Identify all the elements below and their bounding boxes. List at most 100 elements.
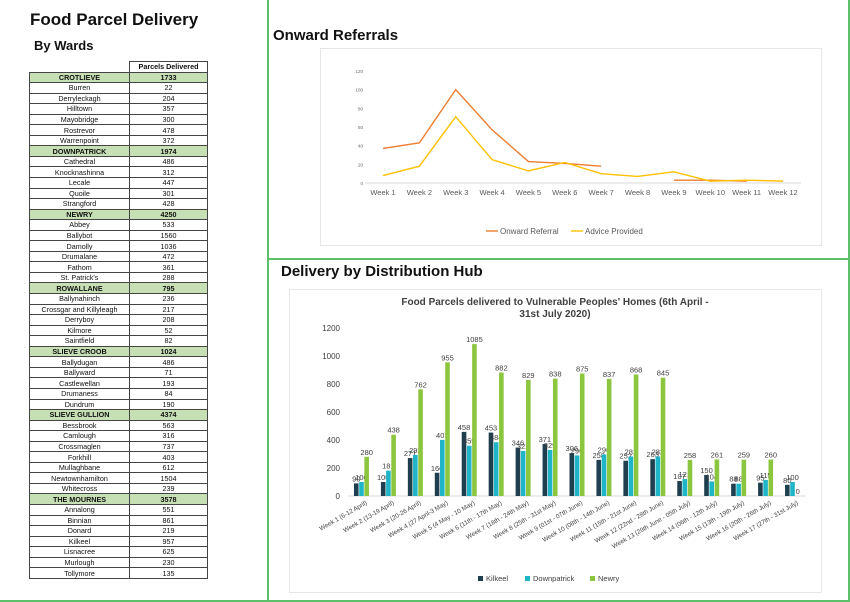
table-cell-value: 239 [129, 482, 208, 495]
referrals-chart: 0 20 40 60 80 100 120 Week 1 Week 2 Week 3 Week 4 W… [355, 69, 801, 236]
legend-label: Onward Referral [500, 227, 559, 236]
table-row: Drumalane 472 [29, 250, 208, 263]
hub-heading: Delivery by Distribution Hub [281, 263, 483, 280]
table-cell-name: Quoile [29, 187, 130, 200]
data-label: 837 [603, 370, 616, 379]
data-label: 88 [734, 475, 742, 484]
bar-newry [499, 372, 504, 496]
data-label: 401 [436, 431, 449, 440]
table-cell-name: Knocknashinna [29, 166, 130, 178]
table-row: Kilkeel 957 [29, 535, 208, 548]
table-row: Castlewellan 193 [29, 377, 208, 389]
data-label: 271 [404, 449, 417, 458]
data-label: 453 [485, 424, 498, 433]
table-cell-value: 563 [129, 419, 208, 432]
bar-downpatrick [439, 439, 445, 496]
table-cell-value: 316 [129, 430, 208, 442]
referrals-heading: Onward Referrals [273, 27, 399, 44]
bar-newry [660, 377, 666, 496]
table-row: Damolly 1036 [29, 240, 208, 252]
table-cell-name: SLIEVE GULLION [29, 409, 130, 421]
bar-kilkeel [785, 484, 790, 496]
data-label: 762 [414, 380, 427, 389]
bar-newry [633, 374, 639, 496]
data-label: 290 [571, 446, 584, 455]
bar-newry [445, 362, 450, 496]
table-cell-name: Dundrum [29, 398, 130, 411]
data-label: 115 [760, 471, 772, 480]
bar-kilkeel [758, 482, 763, 496]
table-cell-value: 551 [129, 503, 208, 516]
table-ward-row: SLIEVE GULLION 4374 [29, 409, 208, 421]
table-row: Forkhill 403 [29, 451, 208, 463]
table-cell-name: Binnian [29, 514, 130, 527]
y-tick-label: 100 [355, 88, 363, 93]
table-row: Knocknashinna 312 [29, 166, 208, 178]
bar-kilkeel [434, 472, 440, 496]
table-cell-name: Castlewellan [29, 377, 130, 389]
table-cell-value: 957 [129, 535, 208, 548]
table-cell-name: Mullaghbane [29, 461, 130, 474]
bar-kilkeel [650, 459, 655, 496]
legend-label: Newry [598, 574, 620, 583]
table-row: Warrenpoint 372 [29, 134, 208, 147]
table-header-parcels: Parcels Delivered [129, 61, 208, 73]
legend-label: Advice Provided [585, 227, 643, 236]
table-ward-row: ROWALLANE 795 [29, 282, 208, 295]
bar-kilkeel [515, 447, 521, 496]
y-tick-label: 400 [327, 436, 341, 445]
table-cell-value: 71 [129, 366, 208, 379]
table-cell-value: 4250 [129, 208, 208, 221]
table-cell-value: 447 [129, 177, 208, 189]
table-cell-value: 1974 [129, 145, 208, 157]
table-row: Camlough 316 [29, 430, 208, 442]
table-cell-value: 1504 [129, 472, 208, 484]
table-cell-name: Kilmore [29, 324, 130, 337]
table-cell-name: Burren [29, 82, 130, 94]
y-tick-label: 120 [355, 69, 363, 74]
bar-downpatrick [790, 482, 795, 496]
table-cell-value: 486 [129, 155, 208, 168]
data-label: 107 [673, 472, 686, 481]
table-cell-value: 737 [129, 440, 208, 453]
x-tick-label: Week 6 [552, 188, 577, 197]
table-cell-value: 208 [129, 314, 208, 326]
table-cell-value: 288 [129, 271, 208, 284]
data-label: 100 [377, 473, 390, 482]
bar-newry [714, 459, 720, 496]
table-row: Drumaness 84 [29, 387, 208, 400]
page-subtitle: By Wards [34, 38, 94, 53]
table-cell-value: 1560 [129, 229, 208, 242]
table-cell-value: 625 [129, 546, 208, 558]
table-row: Whitecross 239 [29, 482, 208, 495]
data-label: 359 [463, 437, 476, 446]
table-cell-value: 533 [129, 219, 208, 231]
bar-downpatrick [520, 450, 526, 496]
bar-downpatrick [601, 454, 607, 496]
data-label: 829 [522, 371, 535, 380]
table-row: Annalong 551 [29, 503, 208, 516]
y-tick-label: 600 [327, 408, 341, 417]
table-row: Fathom 361 [29, 261, 208, 273]
table-header-blank [29, 61, 130, 73]
table-cell-value: 428 [129, 198, 208, 210]
legend-label: Downpatrick [533, 574, 575, 583]
table-row: Burren 22 [29, 82, 208, 94]
table-row: Newtownhamilton 1504 [29, 472, 208, 484]
table-cell-value: 357 [129, 103, 208, 115]
legend-swatch [478, 576, 483, 581]
table-ward-row: THE MOURNES 3578 [29, 493, 208, 505]
bar-newry [768, 459, 774, 496]
data-label: 371 [539, 435, 552, 444]
bar-kilkeel [704, 475, 709, 496]
table-row: Lisnacree 625 [29, 546, 208, 558]
table-cell-value: 361 [129, 261, 208, 273]
table-cell-name: Camlough [29, 430, 130, 442]
table-cell-name: Crossgar and Killyleagh [29, 303, 130, 316]
bar-downpatrick [493, 442, 499, 496]
table-cell-value: 204 [129, 92, 208, 105]
data-label: 384 [490, 433, 503, 442]
table-cell-value: 472 [129, 250, 208, 263]
bar-newry [391, 434, 396, 496]
table-cell-name: Lisnacree [29, 546, 130, 558]
